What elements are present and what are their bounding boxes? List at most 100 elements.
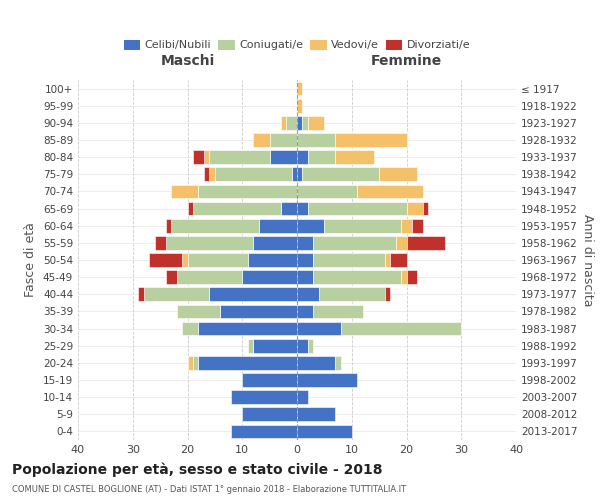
- Bar: [155, 236, 166, 250]
- Bar: [176, 304, 220, 318]
- Bar: [297, 322, 341, 336]
- Bar: [297, 202, 308, 215]
- Bar: [308, 150, 335, 164]
- Bar: [176, 270, 242, 284]
- Bar: [335, 356, 341, 370]
- Bar: [297, 270, 313, 284]
- Bar: [313, 270, 401, 284]
- Bar: [297, 424, 352, 438]
- Bar: [297, 133, 335, 147]
- Bar: [242, 373, 297, 387]
- Bar: [242, 270, 297, 284]
- Bar: [297, 304, 313, 318]
- Bar: [335, 150, 374, 164]
- Bar: [187, 356, 193, 370]
- Bar: [385, 288, 390, 301]
- Bar: [297, 82, 302, 96]
- Bar: [297, 288, 319, 301]
- Text: Maschi: Maschi: [160, 54, 215, 68]
- Bar: [193, 202, 281, 215]
- Bar: [412, 219, 423, 232]
- Bar: [379, 168, 418, 181]
- Bar: [215, 168, 292, 181]
- Bar: [199, 184, 297, 198]
- Bar: [357, 184, 423, 198]
- Bar: [297, 356, 335, 370]
- Bar: [199, 356, 297, 370]
- Bar: [401, 270, 407, 284]
- Bar: [297, 390, 308, 404]
- Bar: [209, 168, 215, 181]
- Text: Femmine: Femmine: [371, 54, 442, 68]
- Legend: Celibi/Nubili, Coniugati/e, Vedovi/e, Divorziati/e: Celibi/Nubili, Coniugati/e, Vedovi/e, Di…: [119, 35, 475, 55]
- Bar: [325, 219, 401, 232]
- Bar: [193, 150, 204, 164]
- Bar: [187, 253, 248, 267]
- Bar: [407, 202, 423, 215]
- Bar: [297, 99, 302, 112]
- Bar: [297, 236, 313, 250]
- Bar: [297, 408, 335, 421]
- Bar: [297, 253, 313, 267]
- Bar: [171, 184, 199, 198]
- Bar: [199, 322, 297, 336]
- Bar: [204, 150, 209, 164]
- Bar: [259, 219, 297, 232]
- Bar: [297, 373, 357, 387]
- Bar: [242, 408, 297, 421]
- Bar: [209, 288, 297, 301]
- Bar: [341, 322, 461, 336]
- Bar: [171, 219, 259, 232]
- Bar: [407, 236, 445, 250]
- Bar: [193, 356, 199, 370]
- Bar: [302, 116, 308, 130]
- Bar: [390, 253, 407, 267]
- Text: COMUNE DI CASTEL BOGLIONE (AT) - Dati ISTAT 1° gennaio 2018 - Elaborazione TUTTI: COMUNE DI CASTEL BOGLIONE (AT) - Dati IS…: [12, 485, 406, 494]
- Text: Popolazione per età, sesso e stato civile - 2018: Popolazione per età, sesso e stato civil…: [12, 462, 383, 477]
- Bar: [407, 270, 418, 284]
- Bar: [313, 304, 363, 318]
- Bar: [286, 116, 297, 130]
- Bar: [149, 253, 182, 267]
- Bar: [308, 116, 325, 130]
- Bar: [166, 219, 171, 232]
- Bar: [281, 202, 297, 215]
- Bar: [297, 219, 325, 232]
- Bar: [297, 150, 308, 164]
- Bar: [187, 202, 193, 215]
- Bar: [308, 202, 407, 215]
- Bar: [253, 133, 269, 147]
- Bar: [182, 322, 199, 336]
- Bar: [248, 339, 253, 352]
- Bar: [313, 253, 385, 267]
- Bar: [138, 288, 144, 301]
- Bar: [395, 236, 407, 250]
- Bar: [269, 133, 297, 147]
- Bar: [297, 116, 302, 130]
- Bar: [281, 116, 286, 130]
- Bar: [308, 339, 313, 352]
- Y-axis label: Fasce di età: Fasce di età: [25, 222, 37, 298]
- Bar: [253, 339, 297, 352]
- Bar: [423, 202, 428, 215]
- Bar: [319, 288, 385, 301]
- Bar: [232, 390, 297, 404]
- Bar: [182, 253, 187, 267]
- Bar: [297, 184, 357, 198]
- Bar: [302, 168, 379, 181]
- Y-axis label: Anni di nascita: Anni di nascita: [581, 214, 594, 306]
- Bar: [220, 304, 297, 318]
- Bar: [385, 253, 390, 267]
- Bar: [248, 253, 297, 267]
- Bar: [401, 219, 412, 232]
- Bar: [313, 236, 395, 250]
- Bar: [232, 424, 297, 438]
- Bar: [292, 168, 297, 181]
- Bar: [297, 168, 302, 181]
- Bar: [209, 150, 269, 164]
- Bar: [269, 150, 297, 164]
- Bar: [204, 168, 209, 181]
- Bar: [166, 236, 253, 250]
- Bar: [144, 288, 209, 301]
- Bar: [253, 236, 297, 250]
